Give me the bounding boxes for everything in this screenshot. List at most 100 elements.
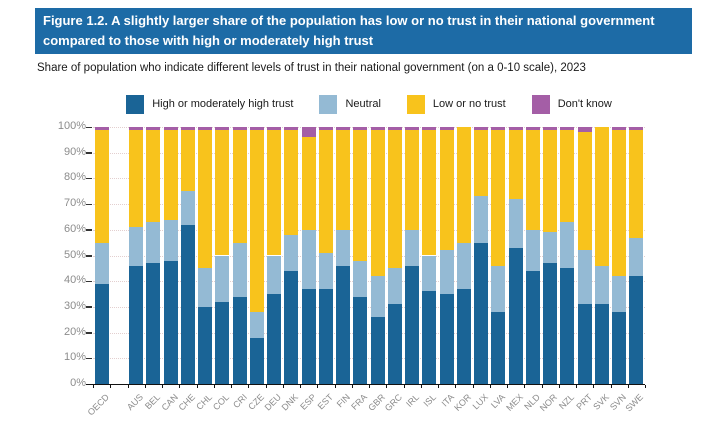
bar-segment-mex-series-2 [508, 129, 523, 199]
bar-segment-che-series-0 [180, 224, 195, 384]
gridline [93, 127, 645, 128]
x-axis-tick [248, 385, 250, 388]
bar-segment-gbr-series-3 [370, 127, 385, 130]
figure-title-banner: Figure 1.2. A slightly larger share of t… [35, 8, 692, 54]
x-axis-tick [93, 385, 94, 388]
bar-segment-svk-series-1 [594, 265, 609, 305]
bar-segment-oecd-series-1 [94, 242, 109, 284]
x-axis-tick [369, 385, 370, 388]
bar-segment-svn-series-2 [612, 129, 627, 277]
bar-segment-nor-series-1 [543, 232, 558, 264]
bar-segment-est-series-0 [318, 288, 333, 384]
x-axis-tick [179, 385, 181, 388]
legend-swatch-icon [406, 94, 425, 114]
x-axis-tick [351, 385, 353, 388]
bar-segment-cze-series-3 [249, 127, 264, 130]
x-axis-tick [593, 385, 595, 388]
y-axis-label: 90% [63, 145, 86, 158]
x-axis-tick [317, 385, 319, 388]
bar-segment-cri-series-2 [232, 129, 247, 243]
bar-segment-cze-series-1 [249, 312, 264, 338]
bar-segment-bel-series-2 [146, 129, 161, 223]
y-axis-label: 100% [57, 120, 86, 132]
y-axis-tick [86, 306, 92, 308]
bar-segment-col-series-2 [215, 129, 230, 256]
bar-segment-lux-series-3 [474, 127, 489, 130]
bar-segment-fra-series-1 [353, 260, 368, 297]
bar-segment-isl-series-2 [422, 129, 437, 256]
gridline [93, 152, 645, 154]
y-axis-tick [86, 126, 92, 128]
x-axis-tick [558, 385, 560, 388]
chart-legend: High or moderately high trust Neutral Low … [93, 92, 645, 116]
bar-segment-chl-series-3 [198, 127, 213, 130]
bar-segment-swe-series-1 [629, 237, 644, 277]
figure-title: Figure 1.2. A slightly larger share of t… [43, 13, 655, 48]
x-axis-tick [334, 385, 336, 388]
bar-segment-gbr-series-1 [370, 276, 385, 318]
bar-segment-ita-series-1 [439, 250, 454, 295]
bar-segment-nzl-series-2 [560, 129, 575, 223]
legend-item-0: High or moderately high trust [126, 94, 293, 114]
bar-segment-kor-series-1 [456, 242, 471, 289]
y-axis-label: 50% [63, 248, 86, 261]
bar-segment-che-series-3 [180, 127, 195, 130]
gridline [93, 332, 645, 334]
x-axis-tick [386, 385, 388, 388]
bar-segment-col-series-3 [215, 127, 230, 130]
gridline [93, 281, 645, 283]
bar-segment-fin-series-2 [336, 129, 351, 230]
y-axis-label: 10% [63, 351, 86, 364]
x-axis-tick [610, 385, 612, 388]
gridline [93, 229, 645, 231]
bar-segment-lux-series-1 [474, 196, 489, 243]
bar-segment-col-series-0 [215, 301, 230, 384]
bar-segment-nld-series-3 [525, 127, 540, 130]
bar-segment-dnk-series-2 [284, 129, 299, 235]
bar-segment-grc-series-1 [387, 268, 402, 305]
bar-segment-nld-series-1 [525, 229, 540, 271]
bar-segment-deu-series-0 [267, 294, 282, 384]
bar-segment-esp-series-1 [301, 229, 316, 289]
bar-segment-che-series-2 [180, 129, 195, 192]
bar-segment-isl-series-3 [422, 127, 437, 130]
bar-segment-gbr-series-0 [370, 317, 385, 384]
bar-segment-svk-series-2 [594, 127, 609, 266]
x-axis-line [86, 384, 645, 385]
bar-segment-isl-series-0 [422, 291, 437, 384]
x-axis-tick [576, 385, 577, 388]
y-axis-label: 20% [63, 325, 86, 338]
x-axis-tick [403, 385, 405, 388]
bar-segment-lva-series-0 [491, 312, 506, 384]
bar-segment-esp-series-0 [301, 288, 316, 384]
bar-segment-esp-series-3 [301, 127, 316, 138]
bar-segment-che-series-1 [180, 191, 195, 225]
legend-swatch-icon [126, 94, 145, 114]
bar-segment-fin-series-1 [336, 229, 351, 266]
bar-segment-deu-series-2 [267, 129, 282, 256]
x-axis-tick [627, 385, 629, 388]
bar-segment-fin-series-0 [336, 265, 351, 384]
bar-segment-grc-series-3 [387, 127, 402, 130]
bar-segment-esp-series-2 [301, 137, 316, 230]
bar-segment-chl-series-2 [198, 129, 213, 269]
bar-segment-aus-series-2 [129, 129, 144, 228]
bar-segment-isl-series-1 [422, 255, 437, 292]
bar-segment-irl-series-3 [405, 127, 420, 130]
y-axis-label: 60% [63, 222, 86, 235]
bar-segment-svk-series-0 [594, 304, 609, 384]
y-axis-label: 30% [63, 299, 86, 312]
bar-segment-can-series-3 [163, 127, 178, 130]
y-axis-tick [86, 255, 92, 257]
x-axis-tick [127, 385, 129, 388]
bar-segment-est-series-1 [318, 252, 333, 289]
bar-segment-nzl-series-0 [560, 268, 575, 384]
y-axis-label: 0% [70, 377, 86, 389]
x-axis-tick [110, 385, 112, 388]
bar-segment-fin-series-3 [336, 127, 351, 130]
legend-swatch-icon [319, 94, 338, 114]
x-axis-tick [455, 385, 457, 388]
bar-segment-swe-series-0 [629, 276, 644, 384]
x-axis-tick [265, 385, 267, 388]
bar-segment-fra-series-3 [353, 127, 368, 130]
